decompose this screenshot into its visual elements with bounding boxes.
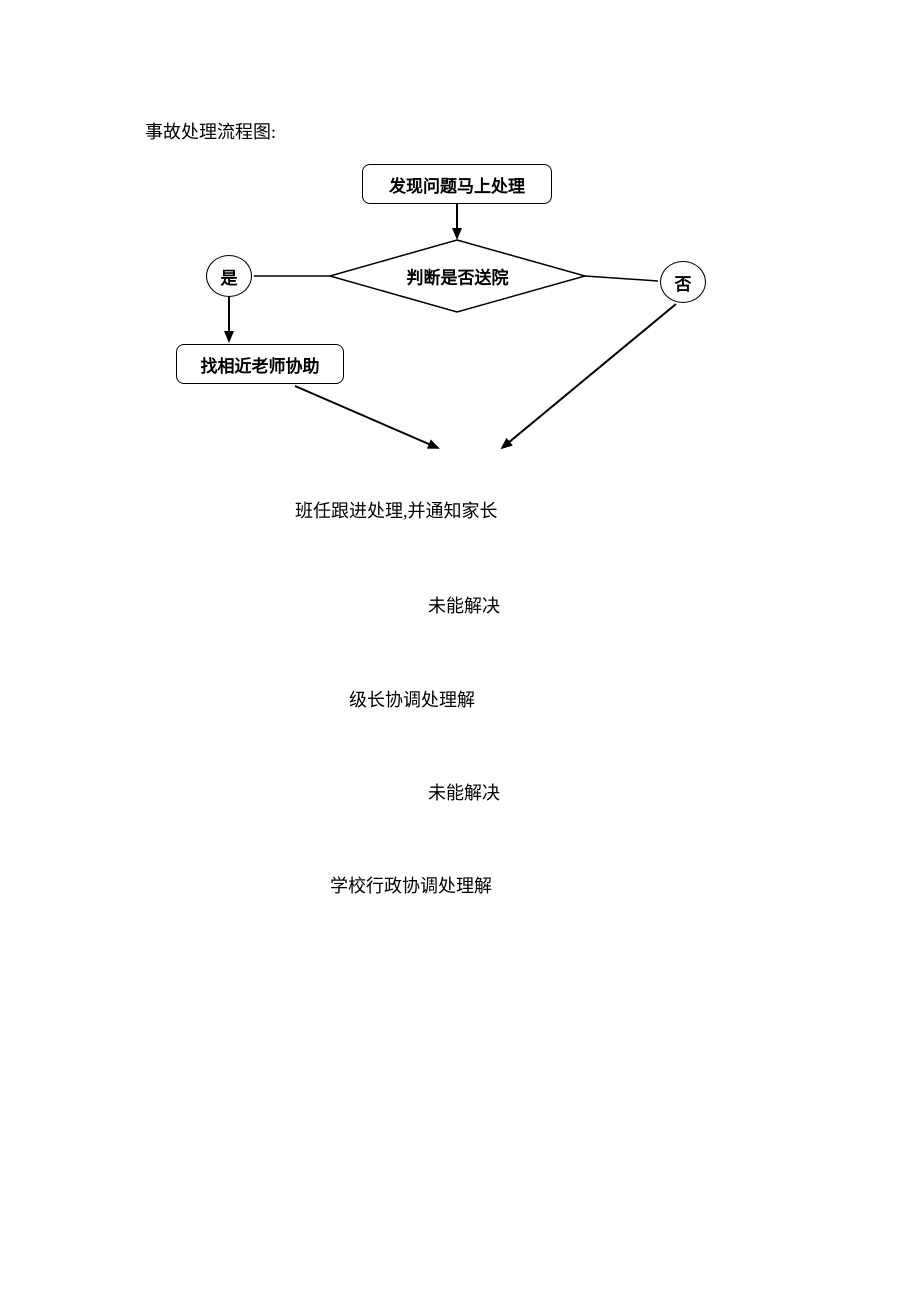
node-decision: 判断是否送院 xyxy=(330,240,585,312)
edge-no-converge xyxy=(502,304,676,448)
text-unresolved-1: 未能解决 xyxy=(428,592,500,618)
node-assist: 找相近老师协助 xyxy=(176,344,344,384)
text-grade-leader: 级长协调处理解 xyxy=(349,686,475,712)
node-no: 否 xyxy=(660,261,706,303)
node-decision-label: 判断是否送院 xyxy=(407,264,509,289)
node-start: 发现问题马上处理 xyxy=(362,164,552,204)
text-followup: 班任跟进处理,并通知家长 xyxy=(295,497,498,523)
node-no-label: 否 xyxy=(675,270,692,295)
node-start-label: 发现问题马上处理 xyxy=(389,172,525,197)
node-yes: 是 xyxy=(206,255,252,297)
edge-decision-no xyxy=(585,276,658,281)
diagram-title: 事故处理流程图: xyxy=(145,118,276,144)
text-unresolved-2: 未能解决 xyxy=(428,779,500,805)
node-yes-label: 是 xyxy=(221,264,238,289)
node-assist-label: 找相近老师协助 xyxy=(201,352,320,377)
edge-assist-converge xyxy=(295,386,438,448)
text-school-admin: 学校行政协调处理解 xyxy=(330,872,492,898)
